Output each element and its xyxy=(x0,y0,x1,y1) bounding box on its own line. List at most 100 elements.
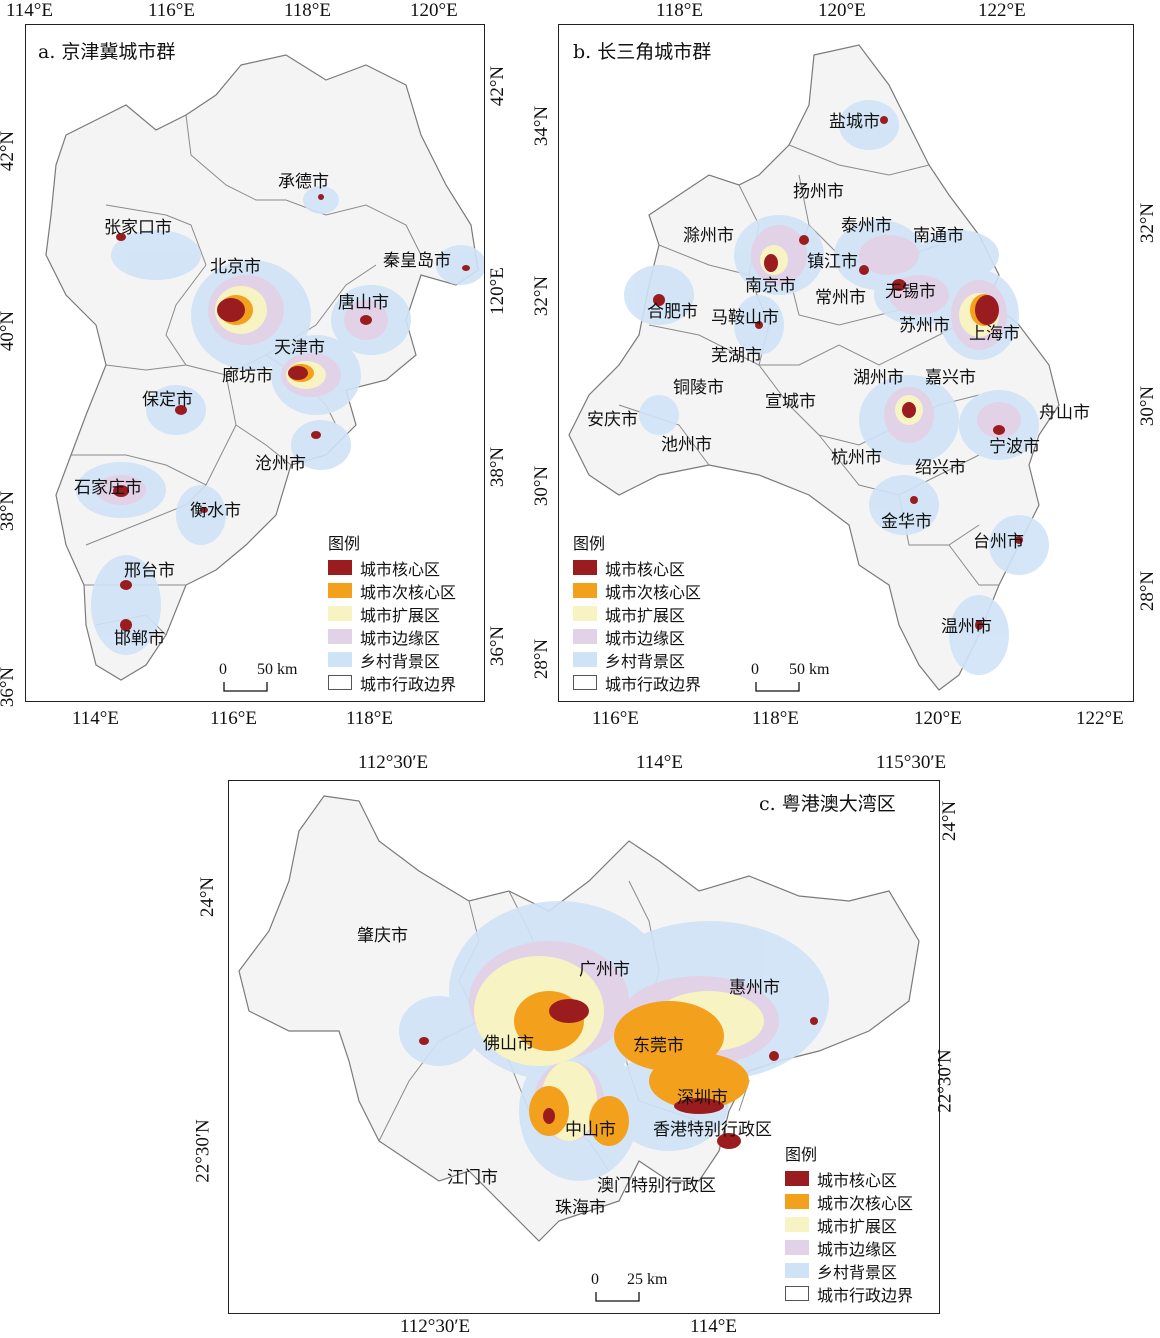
city-label: 珠海市 xyxy=(555,1198,606,1218)
legend-item-subcore: 城市次核心区 xyxy=(573,579,701,602)
tick-label: 122°E xyxy=(978,0,1026,21)
legend-item-core: 城市核心区 xyxy=(328,556,456,579)
tick-label: 34°N xyxy=(531,105,553,147)
city-label: 绍兴市 xyxy=(915,458,966,478)
panel-c-map: c. 粤港澳大湾区 肇庆市 广州市 惠州市 佛山市 东莞市 深圳市 中山市 香港… xyxy=(228,780,940,1314)
city-label: 镇江市 xyxy=(807,252,858,272)
tick-label: 116°E xyxy=(148,0,195,21)
legend-item-rural: 乡村背景区 xyxy=(785,1259,913,1282)
city-label: 邢台市 xyxy=(124,561,175,581)
city-label: 佛山市 xyxy=(483,1034,534,1054)
city-label: 石家庄市 xyxy=(74,478,142,498)
city-label: 东莞市 xyxy=(633,1036,684,1056)
city-label: 宣城市 xyxy=(765,392,816,412)
tick-label: 116°E xyxy=(592,708,639,729)
city-label: 上海市 xyxy=(969,324,1020,344)
tick-label: 36°N xyxy=(487,625,509,667)
legend-item-rural: 乡村背景区 xyxy=(328,648,456,671)
legend-item-expansion: 城市扩展区 xyxy=(573,602,701,625)
city-label: 深圳市 xyxy=(677,1088,728,1108)
city-label: 南通市 xyxy=(913,226,964,246)
tick-label: 42°N xyxy=(0,130,19,172)
city-label: 常州市 xyxy=(815,288,866,308)
panel-c-title: c. 粤港澳大湾区 xyxy=(759,793,896,815)
tick-label: 120°E xyxy=(914,708,962,729)
tick-label: 28°N xyxy=(1137,570,1159,612)
city-label: 台州市 xyxy=(973,532,1024,552)
jjj-map-graphic xyxy=(45,54,484,681)
tick-label: 114°E xyxy=(636,752,683,773)
yrd-map-graphic xyxy=(568,44,1060,691)
tick-label: 28°N xyxy=(531,638,553,680)
city-label: 北京市 xyxy=(210,257,261,277)
legend-title: 图例 xyxy=(328,534,361,553)
city-label: 唐山市 xyxy=(338,293,389,313)
city-label: 无锡市 xyxy=(885,282,936,302)
city-label: 张家口市 xyxy=(104,218,172,238)
panel-b-title: b. 长三角城市群 xyxy=(573,41,712,63)
legend-item-subcore: 城市次核心区 xyxy=(785,1190,913,1213)
city-label: 惠州市 xyxy=(729,978,780,998)
tick-label: 122°E xyxy=(1076,708,1124,729)
city-label: 盐城市 xyxy=(829,112,880,132)
legend-item-boundary: 城市行政边界 xyxy=(328,671,456,694)
legend-item-rural: 乡村背景区 xyxy=(573,648,701,671)
tick-label: 30°N xyxy=(531,465,553,507)
legend-title: 图例 xyxy=(785,1145,818,1164)
panel-b-map: b. 长三角城市群 盐城市 扬州市 泰州市 滁州市 南通市 镇江市 南京市 常州… xyxy=(558,24,1134,702)
city-label: 廊坊市 xyxy=(222,366,273,386)
city-label: 秦皇岛市 xyxy=(383,251,451,271)
legend-item-core: 城市核心区 xyxy=(785,1167,913,1190)
tick-label: 40°N xyxy=(0,310,19,352)
city-label: 沧州市 xyxy=(255,454,306,474)
legend: 图例 城市核心区 城市次核心区 城市扩展区 城市边缘区 乡村背景区 城市行政边界 xyxy=(328,530,456,694)
city-label: 中山市 xyxy=(565,1120,616,1140)
city-label: 金华市 xyxy=(881,512,932,532)
legend-item-expansion: 城市扩展区 xyxy=(328,602,456,625)
city-label: 滁州市 xyxy=(683,226,734,246)
city-label: 池州市 xyxy=(661,435,712,455)
scale-bar: 0 50 km xyxy=(751,661,853,695)
gba-map-graphic xyxy=(238,795,920,1242)
tick-label: 38°N xyxy=(487,446,509,488)
legend-item-fringe: 城市边缘区 xyxy=(328,625,456,648)
tick-label: 118°E xyxy=(284,0,331,21)
panel-a-map: a. 京津冀城市群 承德市 张家口市 北京市 秦皇岛市 唐山市 天津市 廊坊市 … xyxy=(25,24,485,702)
city-label: 温州市 xyxy=(941,617,992,637)
city-label: 安庆市 xyxy=(587,410,638,430)
legend: 图例 城市核心区 城市次核心区 城市扩展区 城市边缘区 乡村背景区 城市行政边界 xyxy=(573,530,701,694)
city-label: 舟山市 xyxy=(1039,403,1090,423)
city-label: 肇庆市 xyxy=(357,926,408,946)
legend-item-core: 城市核心区 xyxy=(573,556,701,579)
city-label: 合肥市 xyxy=(647,302,698,322)
city-label: 芜湖市 xyxy=(711,346,762,366)
tick-label: 22°30′N xyxy=(192,1119,214,1183)
tick-label: 24°N xyxy=(939,800,961,842)
city-label: 湖州市 xyxy=(853,368,904,388)
tick-label: 120°E xyxy=(818,0,866,21)
city-label: 澳门特别行政区 xyxy=(597,1176,716,1196)
scale-bar: 0 25 km xyxy=(591,1271,693,1305)
tick-label: 114°E xyxy=(690,1316,737,1337)
city-label: 邯郸市 xyxy=(114,629,165,649)
legend-title: 图例 xyxy=(573,534,606,553)
city-label: 香港特别行政区 xyxy=(653,1120,772,1140)
tick-label: 112°30′E xyxy=(400,1316,471,1337)
tick-label: 24°N xyxy=(197,876,219,918)
tick-label: 118°E xyxy=(656,0,703,21)
city-label: 宁波市 xyxy=(989,437,1040,457)
city-label: 泰州市 xyxy=(841,216,892,236)
tick-label: 114°E xyxy=(72,708,119,729)
city-label: 扬州市 xyxy=(793,182,844,202)
city-label: 嘉兴市 xyxy=(925,368,976,388)
tick-label: 36°N xyxy=(0,666,19,708)
tick-label: 22°30′N xyxy=(934,1049,956,1113)
legend-item-boundary: 城市行政边界 xyxy=(573,671,701,694)
city-label: 承德市 xyxy=(278,172,329,192)
legend: 图例 城市核心区 城市次核心区 城市扩展区 城市边缘区 乡村背景区 城市行政边界 xyxy=(785,1141,913,1305)
city-label: 江门市 xyxy=(447,1168,498,1188)
tick-label: 120°E xyxy=(486,267,508,315)
city-label: 天津市 xyxy=(274,338,325,358)
tick-label: 30°N xyxy=(1137,385,1159,427)
tick-label: 120°E xyxy=(410,0,458,21)
